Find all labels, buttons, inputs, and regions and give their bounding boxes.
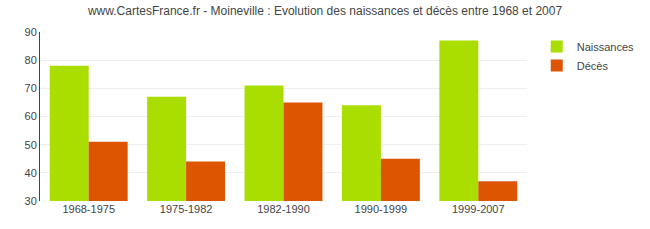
svg-text:1968-1975: 1968-1975: [62, 203, 115, 215]
svg-text:1982-1990: 1982-1990: [257, 203, 310, 215]
svg-text:80: 80: [25, 54, 37, 66]
svg-text:Naissances: Naissances: [577, 41, 634, 53]
svg-text:www.CartesFrance.fr - Moinevil: www.CartesFrance.fr - Moineville : Evolu…: [87, 4, 563, 18]
svg-text:60: 60: [25, 110, 37, 122]
svg-text:30: 30: [25, 195, 37, 207]
svg-text:40: 40: [25, 167, 37, 179]
svg-text:50: 50: [25, 139, 37, 151]
svg-text:70: 70: [25, 82, 37, 94]
svg-text:1990-1999: 1990-1999: [355, 203, 408, 215]
svg-text:Décès: Décès: [577, 60, 609, 72]
svg-text:1999-2007: 1999-2007: [452, 203, 505, 215]
svg-text:1975-1982: 1975-1982: [160, 203, 213, 215]
svg-text:90: 90: [25, 26, 37, 38]
